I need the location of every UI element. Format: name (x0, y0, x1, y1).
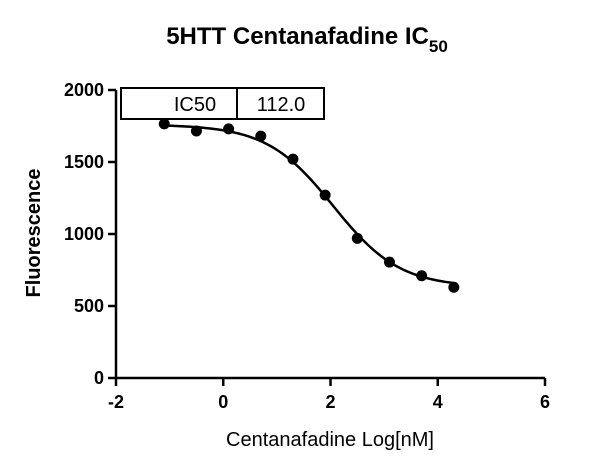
chart-title-main: 5HTT Centanafadine IC (166, 23, 429, 50)
axes (114, 90, 545, 380)
x-axis-ticks: -2 0 2 4 6 (108, 378, 550, 412)
chart-title: 5HTT Centanafadine IC50 (166, 23, 448, 56)
data-point (158, 118, 170, 130)
y-tick-label: 1500 (64, 152, 104, 172)
y-tick-label: 2000 (64, 80, 104, 100)
fit-curve (164, 124, 454, 285)
x-tick-label: 4 (433, 392, 443, 412)
chart-title-subscript: 50 (429, 37, 448, 56)
data-point (190, 125, 202, 137)
x-axis-label: Centanafadine Log[nM] (226, 429, 434, 451)
y-tick-label: 1000 (64, 224, 104, 244)
data-points (158, 118, 460, 293)
data-point (319, 189, 331, 201)
data-point (287, 153, 299, 165)
ic50-table-box (120, 87, 325, 120)
data-point (448, 281, 460, 293)
y-tick-label: 0 (94, 368, 104, 388)
y-tick-label: 500 (74, 296, 104, 316)
ic50-table: IC50 112.0 (120, 87, 325, 120)
x-tick-label: -2 (108, 392, 124, 412)
ic50-table-label: IC50 (174, 94, 216, 116)
data-point (223, 123, 235, 135)
data-point (351, 232, 363, 244)
data-point (255, 130, 267, 142)
x-tick-label: 6 (540, 392, 550, 412)
ic50-table-value: 112.0 (257, 94, 306, 116)
data-point (416, 270, 428, 282)
y-axis-label: Fluorescence (23, 169, 45, 298)
x-tick-label: 0 (218, 392, 228, 412)
data-point (383, 256, 395, 268)
y-axis-ticks: 0 500 1000 1500 2000 (64, 80, 116, 388)
x-tick-label: 2 (325, 392, 335, 412)
